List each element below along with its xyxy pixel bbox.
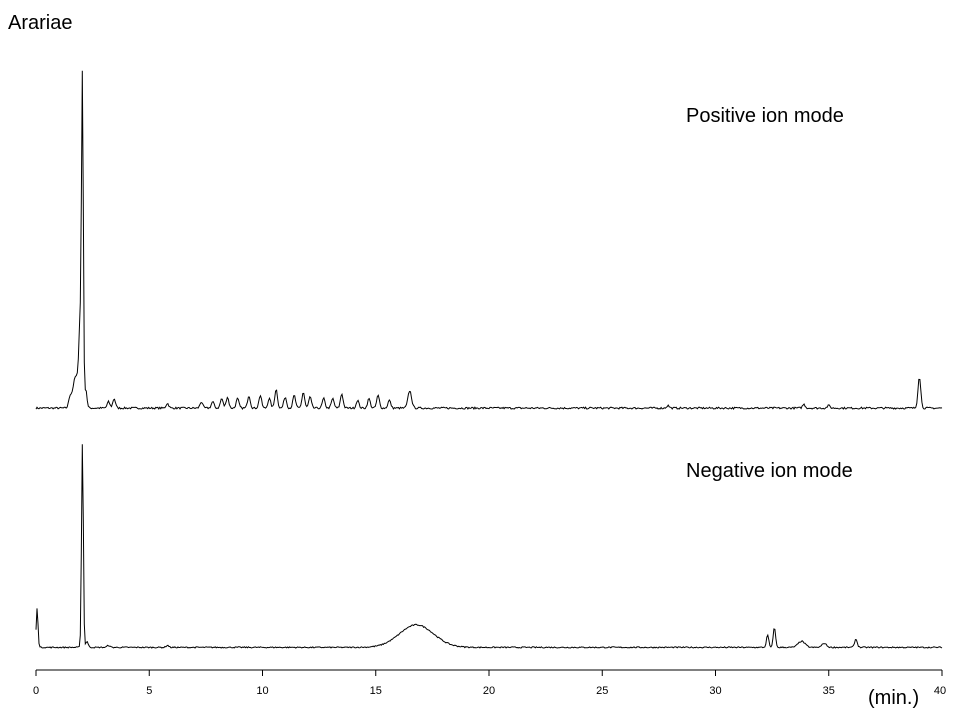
series-line-negative: [35, 444, 943, 649]
series-line-positive: [35, 70, 943, 411]
x-axis-ticks: 0 5 10 15 20 25 30 35 40: [33, 670, 946, 697]
x-tick-label-10: 10: [256, 685, 268, 697]
x-tick-label-35: 35: [823, 685, 835, 697]
x-tick-label-0: 0: [33, 685, 39, 697]
x-tick-label-25: 25: [596, 685, 608, 697]
x-tick-label-20: 20: [483, 685, 495, 697]
x-tick-label-30: 30: [709, 685, 721, 697]
series-label-negative: Negative ion mode: [686, 460, 853, 482]
x-tick-label-40: 40: [934, 685, 946, 697]
chart-title: Arariae: [8, 12, 72, 34]
series-label-positive: Positive ion mode: [686, 105, 844, 127]
x-axis-label: (min.): [868, 687, 919, 709]
x-tick-label-5: 5: [146, 685, 152, 697]
x-tick-label-15: 15: [370, 685, 382, 697]
